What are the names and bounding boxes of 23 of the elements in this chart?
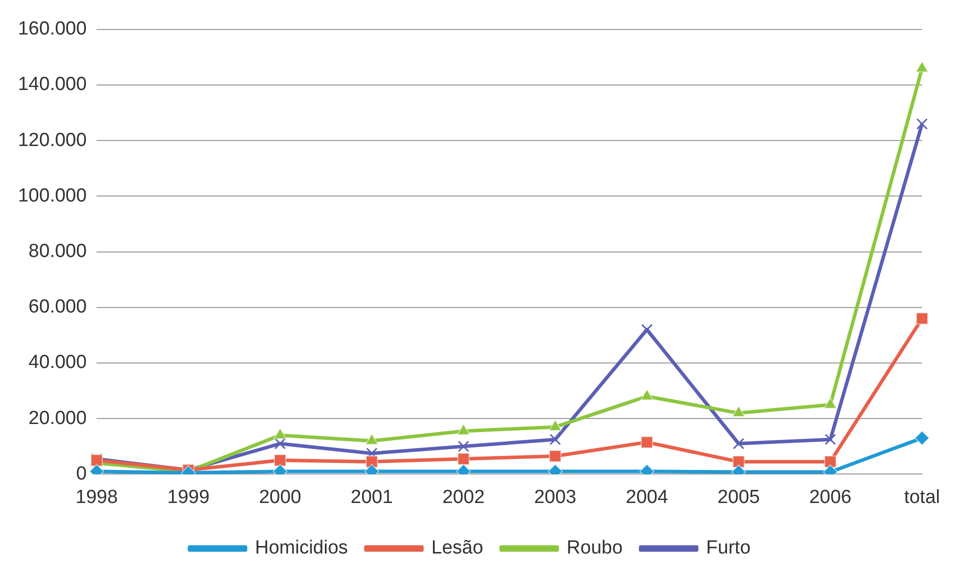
y-tick-label: 140.000 bbox=[18, 74, 87, 96]
x-tick-label: 1999 bbox=[167, 486, 210, 508]
legend-label: Furto bbox=[706, 538, 751, 559]
legend-label: Homicidios bbox=[254, 538, 348, 559]
legend-label: Roubo bbox=[566, 538, 623, 559]
x-tick-label: 2001 bbox=[350, 486, 393, 508]
x-tick-label: 1998 bbox=[76, 486, 118, 508]
y-tick-label: 60.000 bbox=[28, 296, 87, 318]
y-tick-label: 80.000 bbox=[28, 241, 87, 262]
x-tick-label: 2000 bbox=[258, 486, 302, 508]
x-tick-label: 2002 bbox=[442, 486, 485, 508]
x-tick-label: 2005 bbox=[717, 486, 760, 508]
y-tick-label: 120.000 bbox=[18, 130, 87, 151]
x-tick-label: 2003 bbox=[534, 486, 576, 508]
x-tick-label: 2004 bbox=[626, 486, 668, 508]
y-tick-label: 40.000 bbox=[28, 352, 87, 374]
legend-label: Lesão bbox=[431, 538, 484, 559]
y-tick-label: 20.000 bbox=[28, 408, 87, 429]
y-tick-label: 160.000 bbox=[18, 18, 87, 40]
x-tick-label: total bbox=[904, 486, 940, 508]
y-tick-label: 0 bbox=[76, 463, 87, 484]
x-tick-label: 2006 bbox=[809, 486, 852, 508]
y-tick-label: 100.000 bbox=[18, 185, 87, 206]
